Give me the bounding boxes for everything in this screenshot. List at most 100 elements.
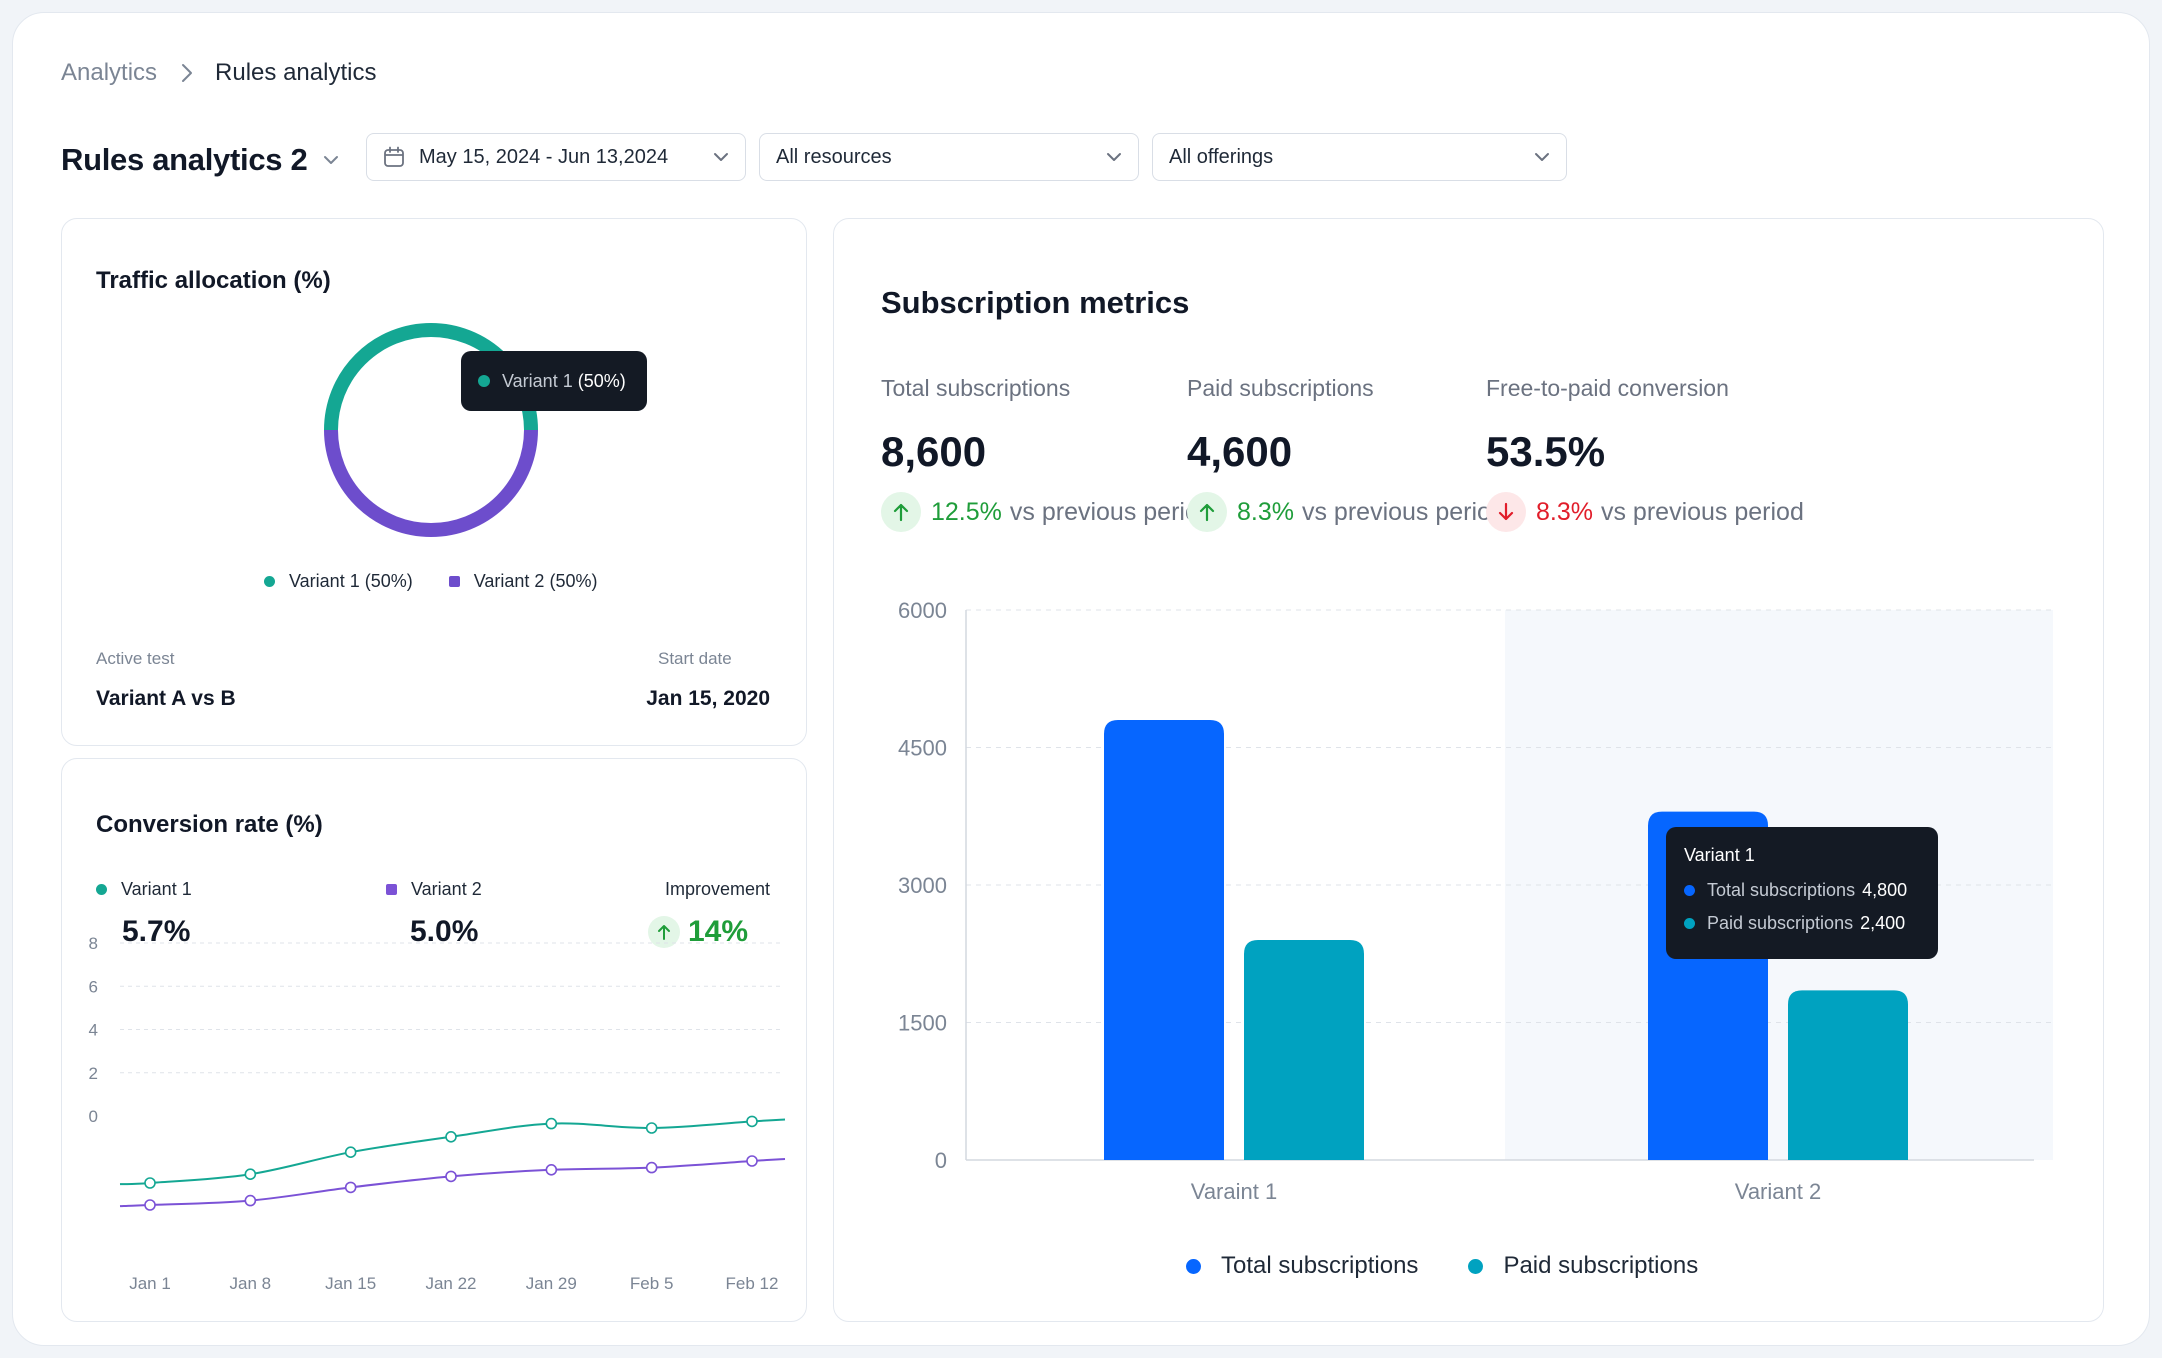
x-tick-label: Jan 22 [425, 1274, 476, 1293]
card-title: Conversion rate (%) [96, 811, 323, 838]
subscription-bar-chart: 0 1500 3000 4500 6000 Varaint 1 Variant 2 [898, 598, 2053, 1204]
y-tick-label: 1500 [898, 1011, 947, 1036]
date-range-value: May 15, 2024 - Jun 13,2024 [419, 145, 669, 168]
variant-2-text: Variant 2 [411, 879, 482, 899]
arrow-down-icon [1486, 492, 1526, 532]
data-point[interactable] [344, 1181, 357, 1194]
y-tick-label: 2 [89, 1064, 98, 1083]
donut-slice-2[interactable] [324, 429, 538, 537]
card-title: Traffic allocation (%) [96, 267, 331, 294]
traffic-donut-chart [324, 323, 538, 537]
y-tick-label: 6000 [898, 598, 947, 623]
data-point[interactable] [144, 1199, 156, 1211]
delta-value: 8.3% [1237, 497, 1294, 526]
data-point[interactable] [645, 1161, 658, 1174]
page-title: Rules analytics 2 [61, 142, 308, 177]
metric-label: Free-to-paid conversion [1486, 375, 1729, 401]
card-title: Subscription metrics [881, 285, 1190, 320]
bar-paid-1[interactable] [1244, 940, 1364, 1160]
subscription-metrics-card: Subscription metrics Total subscriptions… [833, 218, 2104, 1322]
variant-2-square [448, 576, 460, 587]
metric-1: Total subscriptions 8,600 12.5% vs previous… [881, 375, 1213, 532]
variant-2-label: Variant 2 [386, 879, 482, 900]
chevron-down-icon [1534, 152, 1550, 162]
metric-delta: 8.3% vs previous period [1187, 492, 1505, 532]
y-tick-label: 6 [89, 977, 98, 996]
tooltip-name: Variant 1 [502, 370, 573, 391]
y-tick-label: 3000 [898, 873, 947, 898]
resources-select[interactable]: All resources [759, 133, 1139, 181]
bar-legend: Total subscriptions Paid subscriptions [1186, 1252, 1698, 1280]
breadcrumb-rules-analytics: Rules analytics [215, 59, 377, 86]
y-tick-label: 0 [935, 1148, 947, 1173]
legend-label: Total subscriptions [1221, 1252, 1419, 1279]
conversion-line-chart: 0 2 4 6 8 Jan 1 Jan 8 Jan 15 Jan 22 Jan 29 Feb 5 Fe… [89, 934, 786, 1293]
legend-variant-1: Variant 1 (50%) [264, 571, 413, 592]
x-tick-label: Feb 12 [726, 1274, 779, 1293]
start-date-value: Jan 15, 2020 [646, 687, 770, 710]
x-tick-label: Jan 15 [325, 1274, 376, 1293]
metric-2: Paid subscriptions 4,600 8.3% vs previous p… [1187, 375, 1505, 532]
conversion-rate-card: Conversion rate (%) Variant 1 5.7% Varia… [61, 758, 807, 1322]
chevron-right-icon [181, 63, 193, 83]
data-point[interactable] [344, 1146, 357, 1159]
page-title-dropdown[interactable]: Rules analytics 2 [61, 135, 339, 185]
variant-1-label: Variant 1 [96, 879, 192, 900]
data-point[interactable] [144, 1177, 156, 1189]
tooltip-row-paid: Paid subscriptions 2,400 [1684, 913, 1920, 934]
data-point[interactable] [545, 1117, 558, 1130]
data-point[interactable] [445, 1130, 457, 1143]
improvement-label: Improvement [664, 879, 770, 899]
bar-paid-2[interactable] [1788, 990, 1908, 1160]
chevron-down-icon [1106, 152, 1122, 162]
x-tick-label: Varaint 1 [1191, 1179, 1277, 1204]
data-point[interactable] [746, 1115, 758, 1128]
x-tick-label: Variant 2 [1735, 1179, 1821, 1204]
app-frame: Analytics Rules analytics Rules analytic… [12, 12, 2150, 1346]
data-point[interactable] [545, 1163, 558, 1176]
breadcrumb-analytics[interactable]: Analytics [61, 59, 158, 86]
series-line-2 [119, 1158, 786, 1208]
offerings-select[interactable]: All offerings [1152, 133, 1567, 181]
bar-tooltip: Variant 1 Total subscriptions 4,800 Paid… [1666, 827, 1938, 959]
legend-label: Paid subscriptions [1503, 1252, 1699, 1279]
tooltip-row-value: 4,800 [1862, 880, 1908, 900]
tooltip-value: (50%) [577, 370, 626, 391]
data-point[interactable] [445, 1170, 457, 1183]
data-point[interactable] [645, 1122, 658, 1134]
tooltip-row-label: Paid subscriptions [1707, 913, 1854, 933]
variant-1-text: Variant 1 [121, 879, 192, 899]
data-point[interactable] [244, 1168, 257, 1181]
delta-suffix: vs previous period [1600, 497, 1804, 526]
calendar-icon [383, 146, 405, 168]
offerings-value: All offerings [1169, 145, 1274, 168]
paid-dot [1468, 1258, 1484, 1274]
delta-value: 12.5% [931, 497, 1002, 526]
delta-suffix: vs previous period [1301, 497, 1505, 526]
x-tick-label: Jan 29 [526, 1274, 577, 1293]
metric-3: Free-to-paid conversion 53.5% 8.3% vs previ… [1486, 375, 1804, 532]
legend-label: Variant 1 (50%) [289, 571, 413, 591]
traffic-tooltip: Variant 1 (50%) [461, 351, 647, 411]
bar-total-1[interactable] [1104, 720, 1224, 1160]
total-dot [1186, 1258, 1201, 1274]
legend-variant-2: Variant 2 (50%) [448, 571, 597, 592]
metric-delta: 12.5% vs previous period [881, 492, 1213, 532]
arrow-up-icon [1187, 492, 1227, 532]
traffic-allocation-card: Traffic allocation (%) Variant 1 (50%) V… [61, 218, 807, 746]
data-point[interactable] [244, 1194, 257, 1207]
chevron-down-icon [713, 152, 729, 162]
tooltip-row-value: 2,400 [1860, 913, 1906, 933]
start-date-label: Start date [658, 649, 732, 668]
delta-value: 8.3% [1536, 497, 1593, 526]
data-point[interactable] [746, 1155, 758, 1167]
delta-suffix: vs previous period [1009, 497, 1213, 526]
active-test-label: Active test [96, 649, 175, 668]
y-tick-label: 4500 [898, 736, 947, 761]
date-range-select[interactable]: May 15, 2024 - Jun 13,2024 [366, 133, 746, 181]
variant-2-square [386, 884, 397, 895]
x-tick-label: Feb 5 [630, 1274, 673, 1293]
metric-value: 53.5% [1486, 428, 1606, 475]
total-dot [1684, 885, 1695, 896]
arrow-up-icon [881, 492, 921, 532]
